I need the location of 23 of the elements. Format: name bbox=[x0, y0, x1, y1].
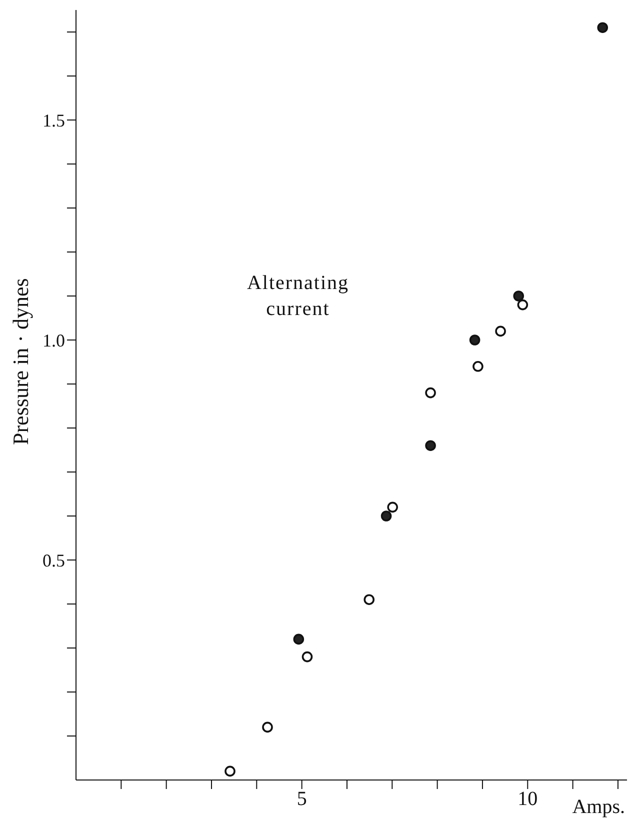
point bbox=[302, 651, 313, 662]
point bbox=[425, 387, 436, 398]
point bbox=[469, 334, 480, 346]
point bbox=[262, 722, 273, 733]
annotation: Alternating current bbox=[246, 271, 350, 322]
point bbox=[380, 510, 392, 522]
point bbox=[472, 361, 484, 372]
point bbox=[597, 22, 608, 33]
y-axis-title: Pressure in · dynes bbox=[8, 278, 33, 445]
point bbox=[224, 766, 236, 777]
y-tick-label: 1.0 bbox=[42, 330, 65, 350]
point bbox=[513, 290, 524, 302]
x-axis-title: Amps. bbox=[572, 796, 625, 818]
y-tick-label: 0.5 bbox=[42, 550, 65, 570]
point bbox=[293, 634, 304, 645]
point bbox=[387, 502, 398, 513]
y-tick-label: 1.5 bbox=[42, 110, 65, 130]
point bbox=[495, 326, 506, 337]
x-tick-label: 5 bbox=[296, 788, 307, 810]
point bbox=[364, 594, 375, 605]
x-tick-label: 10 bbox=[518, 788, 538, 810]
point bbox=[425, 440, 436, 451]
point bbox=[517, 299, 528, 310]
